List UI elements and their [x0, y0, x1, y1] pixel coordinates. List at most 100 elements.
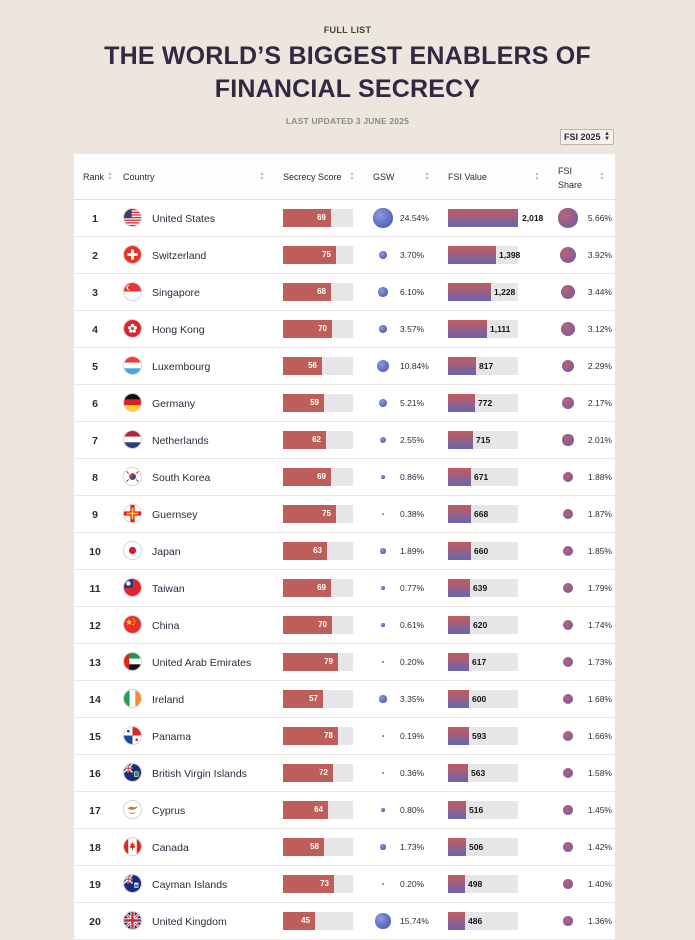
- fsi-value-bar: 563: [448, 764, 518, 782]
- country-name[interactable]: United Kingdom: [152, 916, 227, 928]
- country-name[interactable]: British Virgin Islands: [152, 768, 247, 780]
- table-row[interactable]: 4 Hong Kong 70 3.57% 1,111 3.12%: [74, 311, 615, 348]
- table-row[interactable]: 10 Japan 63 1.89% 660 1.85%: [74, 533, 615, 570]
- column-header-fsi-value[interactable]: FSI Value: [448, 172, 487, 182]
- table-row[interactable]: 8 South Korea 69 0.86% 671 1.88%: [74, 459, 615, 496]
- secrecy-score-bar: 70: [283, 616, 353, 634]
- column-header-secrecy-score[interactable]: Secrecy Score: [283, 172, 342, 182]
- secrecy-score-bar: 69: [283, 468, 353, 486]
- secrecy-score-fill: [283, 727, 338, 745]
- fsi-value-bar: 617: [448, 653, 518, 671]
- bubble-icon: [381, 512, 385, 516]
- table-row[interactable]: 11 Taiwan 69 0.77% 639 1.79%: [74, 570, 615, 607]
- secrecy-score-bar: 79: [283, 653, 353, 671]
- country-name[interactable]: Singapore: [152, 287, 200, 299]
- secrecy-score-value: 75: [322, 509, 331, 518]
- table-row[interactable]: 14 Ireland 57 3.35% 600 1.68%: [74, 681, 615, 718]
- edition-select[interactable]: FSI 2025 ▲ ▼: [560, 129, 614, 145]
- secrecy-score-fill: [283, 653, 338, 671]
- table-row[interactable]: 19 Cayman Islands 73 0.20% 498 1.40%: [74, 866, 615, 903]
- secrecy-score-bar: 72: [283, 764, 353, 782]
- gsw-value: 0.36%: [400, 768, 425, 778]
- eyebrow-label: FULL LIST: [323, 25, 372, 35]
- column-header-gsw[interactable]: GSW: [373, 172, 395, 182]
- column-header-rank[interactable]: Rank: [83, 172, 104, 182]
- fsi-value-fill: [448, 912, 465, 930]
- country-name[interactable]: Taiwan: [152, 583, 185, 595]
- flag-ch-icon: [123, 245, 142, 264]
- bubble-icon: [558, 208, 578, 228]
- table-row[interactable]: 1 United States 69 24.54% 2,018 5.66%: [74, 200, 615, 237]
- secrecy-score-bar: 57: [283, 690, 353, 708]
- country-name[interactable]: United States: [152, 213, 216, 225]
- secrecy-score-fill: [283, 542, 327, 560]
- bubble-icon: [378, 287, 388, 297]
- fsi-share-value: 1.45%: [587, 805, 612, 815]
- fsi-value-bar: 486: [448, 912, 518, 930]
- column-header-country[interactable]: Country: [123, 172, 155, 182]
- rank-cell: 12: [89, 620, 101, 632]
- country-name[interactable]: Luxembourg: [152, 361, 211, 373]
- country-name[interactable]: South Korea: [152, 472, 211, 484]
- gsw-value: 24.54%: [400, 213, 429, 223]
- table-row[interactable]: 20 United Kingdom 45 15.74% 486 1.36%: [74, 903, 615, 940]
- fsi-value-fill: [448, 468, 471, 486]
- table-row[interactable]: 18 Canada 58 1.73% 506 1.42%: [74, 829, 615, 866]
- sort-secrecy-score-icon[interactable]: ▲ ▼: [349, 171, 355, 182]
- bubble-icon: [563, 879, 573, 889]
- table-row[interactable]: 7 Netherlands 62 2.55% 715 2.01%: [74, 422, 615, 459]
- sort-fsi-share-icon[interactable]: ▲ ▼: [599, 171, 605, 182]
- country-name[interactable]: Germany: [152, 398, 196, 410]
- bubble-icon: [563, 916, 573, 926]
- bubble-icon: [562, 767, 574, 779]
- table-row[interactable]: 2 Switzerland 75 3.70% 1,398 3.92%: [74, 237, 615, 274]
- fsi-value-bar: 660: [448, 542, 518, 560]
- secrecy-score-value: 69: [317, 213, 326, 222]
- country-name[interactable]: Canada: [152, 842, 189, 854]
- table-row[interactable]: 12 China 70 0.61% 620 1.74%: [74, 607, 615, 644]
- country-name[interactable]: Japan: [152, 546, 181, 558]
- country-name[interactable]: Netherlands: [152, 435, 209, 447]
- country-name[interactable]: Switzerland: [152, 250, 207, 262]
- column-header-fsi-share[interactable]: FSI Share: [558, 164, 582, 192]
- sort-fsi-value-icon[interactable]: ▲ ▼: [534, 171, 540, 182]
- table-row[interactable]: 5 Luxembourg 56 10.84% 817 2.29%: [74, 348, 615, 385]
- country-name[interactable]: China: [152, 620, 180, 632]
- country-name[interactable]: Cyprus: [152, 805, 186, 817]
- sort-rank-icon[interactable]: ▲ ▼: [107, 171, 113, 182]
- country-name[interactable]: Hong Kong: [152, 324, 205, 336]
- fsi-share-value: 1.36%: [587, 916, 612, 926]
- secrecy-score-bar: 58: [283, 838, 353, 856]
- bubble-icon: [375, 913, 391, 929]
- fsi-value-label: 817: [479, 361, 494, 371]
- fsi-share-value: 2.17%: [587, 398, 612, 408]
- bubble-icon: [562, 693, 574, 705]
- country-name[interactable]: Cayman Islands: [152, 879, 228, 891]
- sort-gsw-icon[interactable]: ▲ ▼: [424, 171, 430, 182]
- column-header-gsw-label: GSW: [373, 172, 395, 182]
- country-name[interactable]: United Arab Emirates: [152, 657, 252, 669]
- table-row[interactable]: 16 British Virgin Islands 72 0.36% 563 1…: [74, 755, 615, 792]
- fsi-value-fill: [448, 283, 491, 301]
- flag-jp-icon: [123, 541, 142, 560]
- table-row[interactable]: 17 Cyprus 64 0.80% 516 1.45%: [74, 792, 615, 829]
- fsi-value-bar: 772: [448, 394, 518, 412]
- table-row[interactable]: 3 Singapore 68 6.10% 1,228 3.44%: [74, 274, 615, 311]
- country-name[interactable]: Guernsey: [152, 509, 198, 521]
- flag-kr-icon: [123, 467, 142, 486]
- fsi-value-bar: 817: [448, 357, 518, 375]
- secrecy-score-value: 75: [322, 250, 331, 259]
- country-name[interactable]: Ireland: [152, 694, 185, 706]
- fsi-value-label: 671: [474, 472, 489, 482]
- sort-country-icon[interactable]: ▲ ▼: [259, 171, 265, 182]
- secrecy-score-bar: 63: [283, 542, 353, 560]
- gsw-value: 3.35%: [400, 694, 425, 704]
- rank-cell: 16: [89, 768, 101, 780]
- table-row[interactable]: 13 United Arab Emirates 79 0.20% 617 1.7…: [74, 644, 615, 681]
- rank-cell: 15: [89, 731, 101, 743]
- country-name[interactable]: Panama: [152, 731, 192, 743]
- table-row[interactable]: 15 Panama 78 0.19% 593 1.66%: [74, 718, 615, 755]
- table-row[interactable]: 9 Guernsey 75 0.38% 668 1.87%: [74, 496, 615, 533]
- secrecy-score-value: 45: [301, 916, 310, 925]
- table-row[interactable]: 6 Germany 59 5.21% 772 2.17%: [74, 385, 615, 422]
